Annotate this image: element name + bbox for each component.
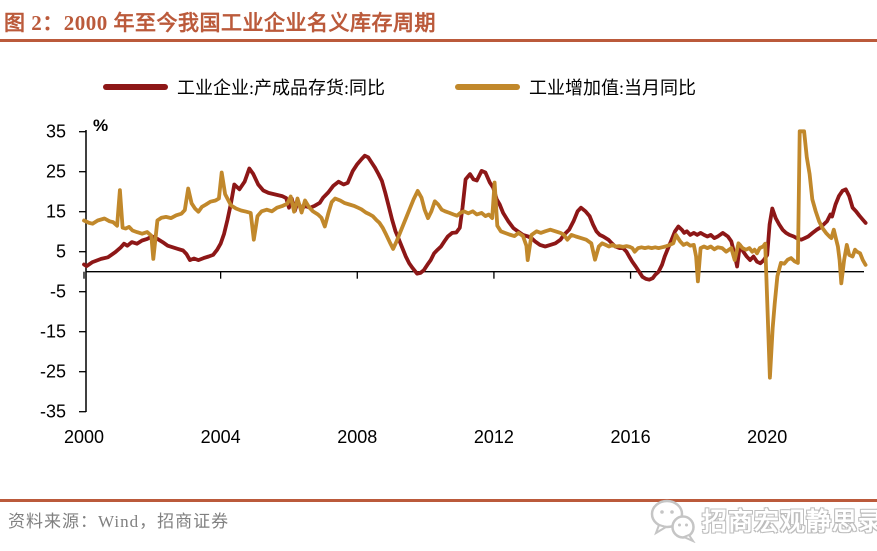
x-axis-tick-label: 2020 [747, 427, 787, 447]
x-axis-tick-label: 2016 [611, 427, 651, 447]
legend-item-industrial-va: 工业增加值:当月同比 [455, 75, 696, 99]
legend-swatch-industrial-va [455, 84, 520, 90]
chart-legend: 工业企业:产成品存货:同比 工业增加值:当月同比 [0, 75, 877, 99]
y-axis-tick-label: 15 [46, 202, 66, 222]
figure-title: 图 2：2000 年至今我国工业企业名义库存周期 [4, 11, 436, 35]
y-axis-tick-label: -35 [40, 402, 66, 422]
series-line-industrial-va-yoy [82, 129, 868, 380]
source-note: 资料来源：Wind，招商证券 [8, 512, 230, 531]
wechat-icon [650, 499, 696, 543]
watermark-text: 招商宏观静思录 [702, 509, 877, 536]
x-axis-tick-label: 2008 [337, 427, 377, 447]
y-axis-unit-label: % [93, 116, 109, 135]
footer-rule [0, 499, 877, 502]
y-axis-tick-label: -15 [40, 322, 66, 342]
y-axis-tick-label: -5 [50, 282, 66, 302]
x-axis-tick-label: 2000 [64, 427, 104, 447]
legend-label-industrial-va: 工业增加值:当月同比 [529, 78, 697, 98]
x-axis-tick-label: 2004 [201, 427, 241, 447]
y-axis-tick-label: -25 [40, 362, 66, 382]
x-axis-tick-label: 2012 [474, 427, 514, 447]
y-axis-tick-label: 5 [56, 242, 66, 262]
series-line-inventory-yoy [82, 153, 868, 282]
y-axis-tick-label: 25 [46, 162, 66, 182]
legend-item-inventory: 工业企业:产成品存货:同比 [103, 75, 385, 99]
legend-swatch-inventory [103, 84, 168, 90]
title-underline [0, 39, 877, 42]
legend-label-inventory: 工业企业:产成品存货:同比 [177, 78, 386, 98]
y-axis-tick-label: 35 [46, 122, 66, 142]
watermark: 招商宏观静思录 [648, 497, 877, 543]
